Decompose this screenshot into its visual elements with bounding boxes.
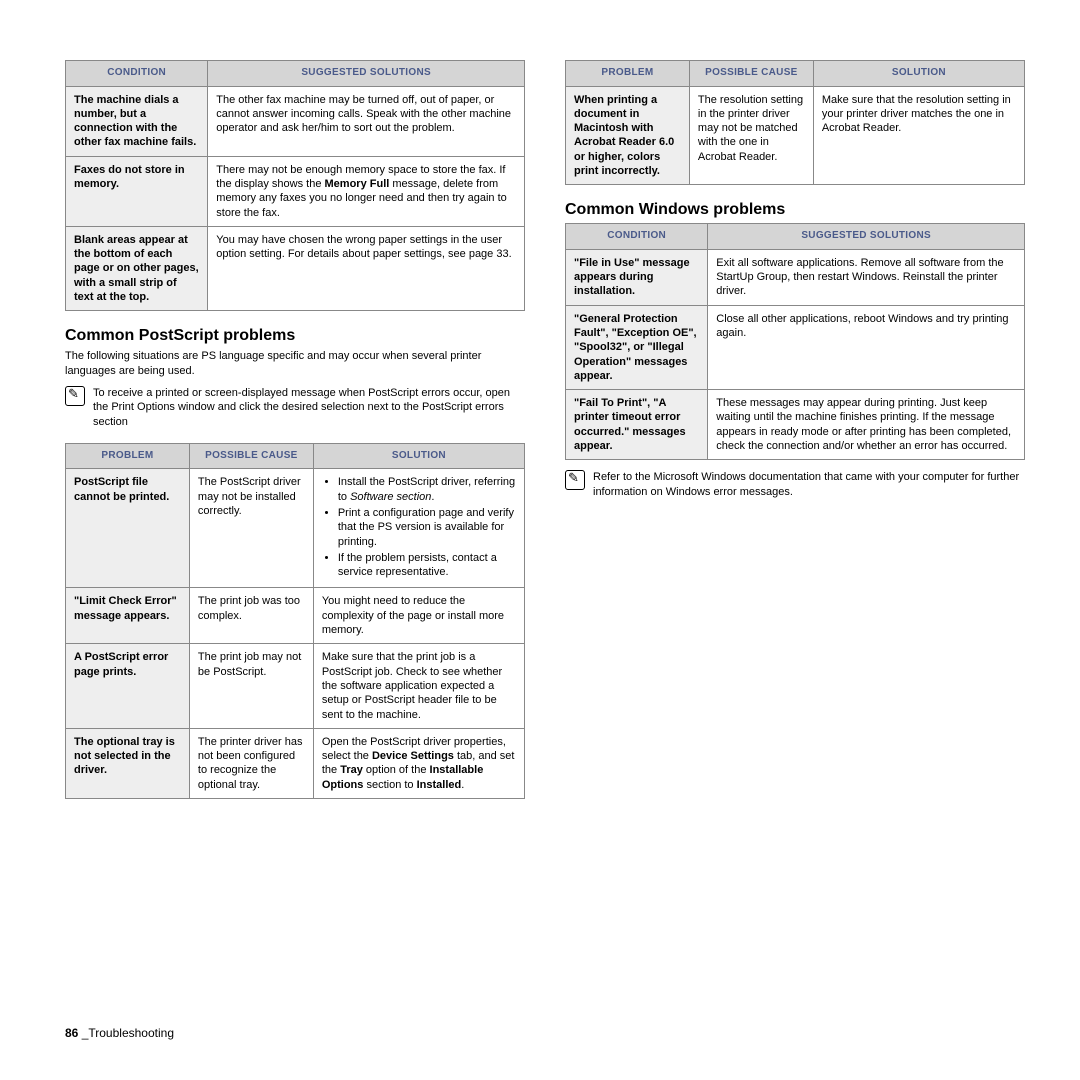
postscript-note: To receive a printed or screen-displayed… [65,386,525,429]
cell: There may not be enough memory space to … [208,156,525,226]
table-header: SUGGESTED SOLUTIONS [208,61,525,87]
note-icon [565,470,585,490]
table-row: The machine dials a number, but a connec… [66,86,525,156]
note-icon [65,386,85,406]
solution-cell: Install the PostScript driver, referring… [313,469,524,588]
section-name: Troubleshooting [88,1026,174,1040]
table-row: PostScript file cannot be printed. The P… [66,469,525,588]
table-header: CONDITION [566,224,708,250]
windows-problems-table: CONDITION SUGGESTED SOLUTIONS "File in U… [565,223,1025,460]
table-row: "Limit Check Error" message appears. The… [66,588,525,644]
table-header: POSSIBLE CAUSE [689,61,813,87]
postscript-table: PROBLEM POSSIBLE CAUSE SOLUTION PostScri… [65,443,525,799]
solution-list: Install the PostScript driver, referring… [322,475,516,579]
table-header: PROBLEM [66,443,190,469]
right-column: PROBLEM POSSIBLE CAUSE SOLUTION When pri… [565,60,1025,960]
table-header: POSSIBLE CAUSE [189,443,313,469]
page-footer: 86 _Troubleshooting [65,1026,174,1040]
table-row: "General Protection Fault", "Exception O… [566,305,1025,389]
table-header: CONDITION [66,61,208,87]
table-row: "Fail To Print", "A printer timeout erro… [566,390,1025,460]
fax-problems-table: CONDITION SUGGESTED SOLUTIONS The machin… [65,60,525,311]
table-row: "File in Use" message appears during ins… [566,249,1025,305]
windows-note: Refer to the Microsoft Windows documenta… [565,470,1025,499]
table-header: SUGGESTED SOLUTIONS [708,224,1025,250]
postscript-heading: Common PostScript problems [65,327,525,345]
table-header: SOLUTION [813,61,1024,87]
page-number: 86 [65,1026,78,1040]
table-row: Blank areas appear at the bottom of each… [66,226,525,310]
windows-heading: Common Windows problems [565,201,1025,219]
table-row: A PostScript error page prints. The prin… [66,644,525,728]
table-header: SOLUTION [313,443,524,469]
left-column: CONDITION SUGGESTED SOLUTIONS The machin… [65,60,525,960]
mac-problems-table: PROBLEM POSSIBLE CAUSE SOLUTION When pri… [565,60,1025,185]
table-row: Faxes do not store in memory. There may … [66,156,525,226]
table-row: When printing a document in Macintosh wi… [566,86,1025,185]
table-row: The optional tray is not selected in the… [66,728,525,798]
postscript-intro: The following situations are PS language… [65,349,525,378]
table-header: PROBLEM [566,61,690,87]
